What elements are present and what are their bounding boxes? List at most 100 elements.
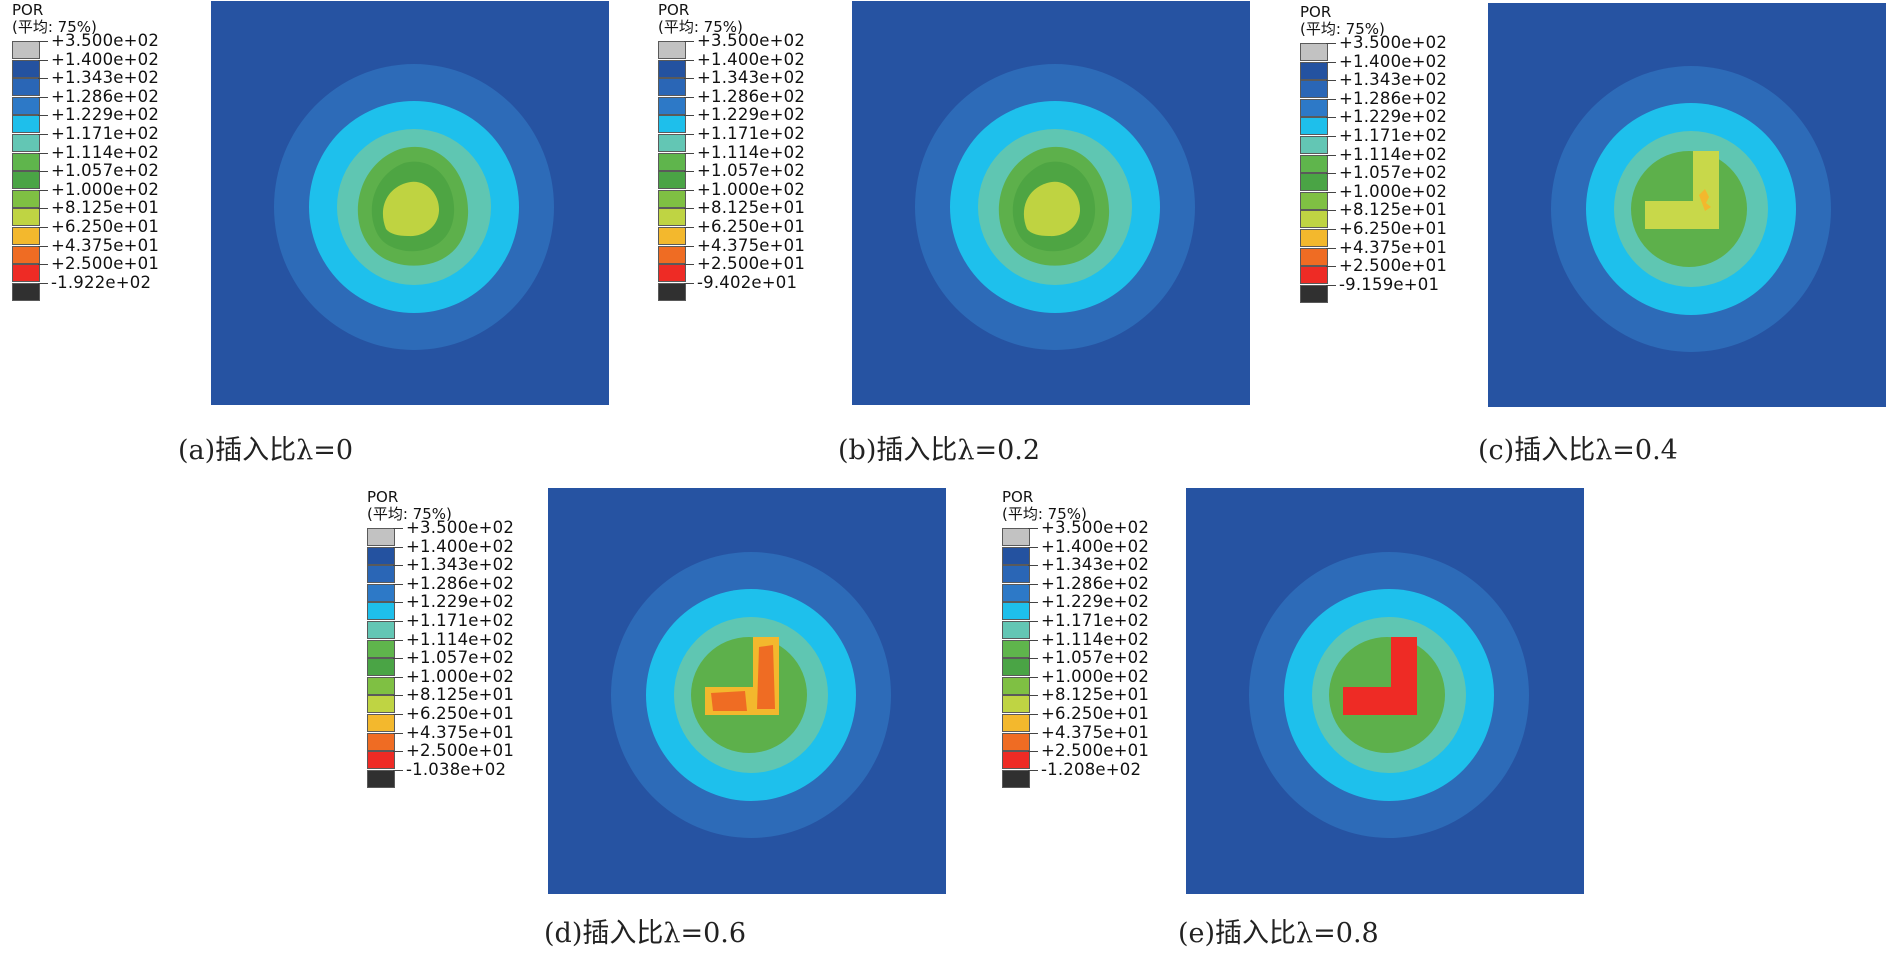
legend-value-label: +2.500e+01 [1041, 741, 1150, 761]
legend-value-label: +1.057e+02 [1041, 648, 1150, 668]
legend-tick [1326, 154, 1336, 156]
legend-color-swatch [12, 41, 40, 59]
legend-b: POR (平均: 75%) +3.500e+02 +1.400e+02 +1.343… [658, 2, 805, 309]
legend-tick [684, 189, 694, 191]
legend-tick [393, 583, 403, 585]
legend-color-swatch [1002, 583, 1030, 602]
legend-color-swatch [1300, 210, 1328, 229]
legend-tick [1326, 136, 1336, 137]
legend-color-swatch [1300, 154, 1328, 173]
legend-color-scale: +3.500e+02 +1.400e+02 +1.343e+02 +1.286e+02… [367, 519, 514, 796]
legend-tick [38, 134, 48, 135]
legend-tick [1326, 80, 1336, 82]
legend-tick [1028, 621, 1038, 622]
legend-value-label: +4.375e+01 [51, 235, 160, 255]
legend-value-label: +1.343e+02 [1339, 70, 1448, 90]
legend-tick [684, 227, 694, 228]
legend-value-label: +6.250e+01 [406, 704, 515, 723]
legend-color-swatch [367, 732, 395, 751]
legend-color-swatch [658, 59, 686, 78]
legend-color-swatch [658, 227, 686, 245]
legend-tick [38, 208, 48, 210]
legend-value-label: +4.375e+01 [697, 235, 806, 255]
legend-tick [393, 695, 403, 697]
legend-value-label: +2.500e+01 [406, 741, 515, 761]
legend-tick [1028, 546, 1038, 548]
legend-d: POR (平均: 75%) +3.500e+02 +1.400e+02 +1.343… [367, 489, 514, 796]
legend-color-swatch [12, 171, 40, 190]
legend-value-label: +1.286e+02 [1339, 88, 1448, 108]
legend-color-swatch [658, 189, 686, 208]
legend-variable-label: POR [1300, 3, 1332, 21]
legend-value-label: -9.159e+01 [1339, 274, 1440, 294]
legend-value-label: +1.343e+02 [1041, 555, 1150, 575]
legend-tick [38, 59, 48, 61]
legend-value-label: +3.500e+02 [51, 31, 160, 50]
legend-tick [1326, 117, 1336, 119]
legend-color-swatch [1300, 43, 1328, 61]
legend-value-label: +1.000e+02 [1041, 666, 1150, 686]
legend-tick [1326, 210, 1336, 212]
legend-averaging-label: (平均: 75%) [1300, 20, 1385, 38]
legend-tick [684, 171, 694, 173]
legend-color-swatch [1002, 546, 1030, 565]
legend-averaging-label: (平均: 75%) [12, 18, 97, 36]
contour-svg [1186, 488, 1584, 894]
insert-hotspot [1699, 189, 1711, 211]
legend-tick [1028, 732, 1038, 734]
legend-color-swatch [1300, 247, 1328, 266]
legend-color-swatch [1002, 658, 1030, 677]
legend-tick [1326, 284, 1336, 286]
contour-band-yellowgreen [382, 181, 440, 237]
legend-color-swatch [367, 546, 395, 565]
legend-color-swatch [367, 639, 395, 658]
legend-tick [393, 565, 403, 567]
legend-value-label: +8.125e+01 [406, 685, 515, 705]
legend-color-swatch [367, 528, 395, 546]
legend-tick [38, 227, 48, 228]
legend-value-label: +6.250e+01 [1041, 704, 1150, 723]
legend-tick [1028, 769, 1038, 771]
legend-color-swatch [12, 208, 40, 227]
legend-value-label: +3.500e+02 [1339, 33, 1448, 52]
legend-averaging-label: (平均: 75%) [1002, 505, 1087, 523]
legend-tick [1028, 751, 1038, 753]
caption-e: (e)插入比λ=0.8 [1178, 918, 1379, 949]
legend-color-swatch [1300, 229, 1328, 247]
legend-tick [38, 282, 48, 284]
caption-c: (c)插入比λ=0.4 [1478, 435, 1678, 466]
legend-tick [1028, 583, 1038, 585]
legend-tick [684, 264, 694, 266]
legend-color-swatch [658, 41, 686, 59]
legend-value-label: +1.343e+02 [697, 68, 806, 88]
legend-tick [393, 732, 403, 734]
legend-color-swatch [1002, 751, 1030, 770]
legend-color-swatch [367, 695, 395, 714]
legend-color-swatch [12, 227, 40, 245]
legend-value-label: +1.057e+02 [1339, 163, 1448, 183]
legend-tick [1326, 43, 1336, 44]
legend-value-label: +3.500e+02 [1041, 518, 1150, 537]
legend-value-label: -9.402e+01 [697, 272, 798, 292]
insert-hotspot [757, 645, 775, 709]
legend-value-label: +2.500e+01 [1339, 256, 1448, 276]
legend-value-label: +1.286e+02 [1041, 573, 1150, 593]
legend-value-label: -1.922e+02 [51, 272, 152, 292]
legend-value-label: +4.375e+01 [1339, 237, 1448, 257]
legend-value-label: +1.057e+02 [406, 648, 515, 668]
legend-tick [1028, 695, 1038, 697]
legend-tick [38, 171, 48, 173]
legend-value-label: +1.057e+02 [51, 161, 160, 181]
legend-value-label: +1.171e+02 [697, 124, 806, 143]
legend-color-scale: +3.500e+02 +1.400e+02 +1.343e+02 +1.286e+02… [12, 32, 159, 309]
legend-value-label: +1.400e+02 [406, 536, 515, 556]
legend-color-swatch [367, 583, 395, 602]
legend-value-label: +1.171e+02 [406, 611, 515, 630]
legend-value-label: +1.000e+02 [51, 179, 160, 199]
legend-value-label: -1.038e+02 [406, 759, 507, 779]
legend-tick [1028, 565, 1038, 567]
legend-color-swatch [367, 621, 395, 639]
legend-color-swatch [1002, 528, 1030, 546]
legend-tick [684, 96, 694, 98]
legend-tick [38, 96, 48, 98]
